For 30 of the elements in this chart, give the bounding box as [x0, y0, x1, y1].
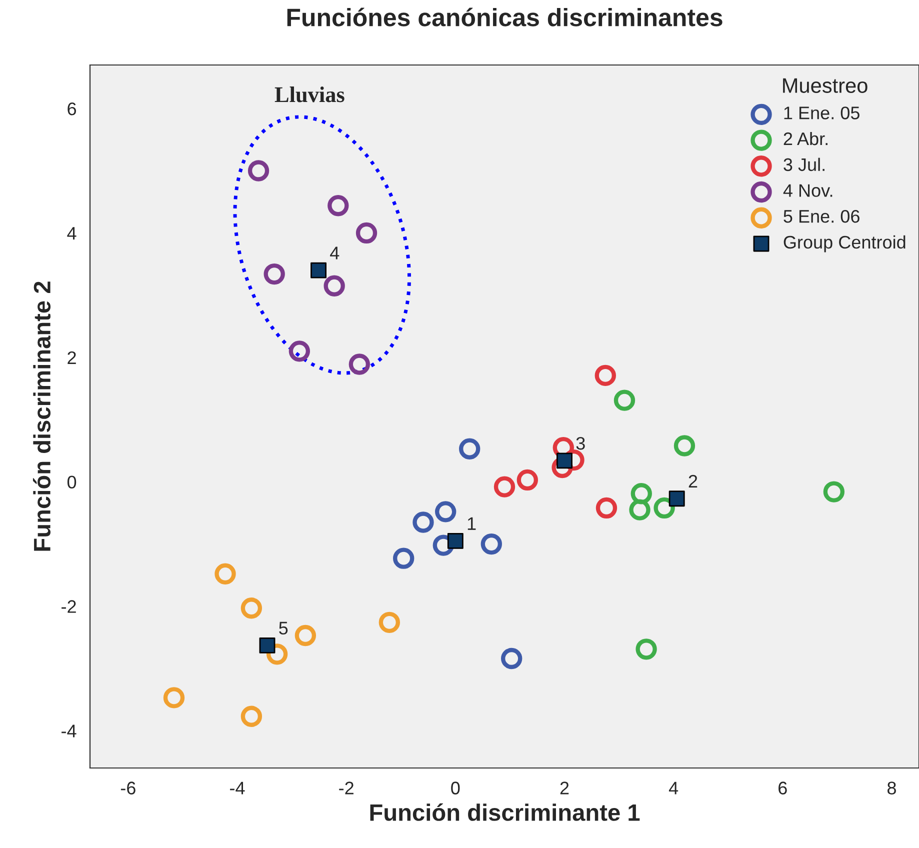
annotation: 4	[330, 246, 340, 260]
x-tick-label: -2	[339, 782, 354, 794]
annotation: 3	[576, 436, 585, 450]
y-tick-label: 6	[68, 102, 76, 116]
legend-label: 3 Jul.	[784, 158, 824, 172]
x-tick-label: -4	[230, 782, 245, 794]
annotation: 2	[688, 474, 698, 488]
x-tick-label: 2	[560, 782, 569, 794]
y-tick-label: 2	[68, 351, 76, 364]
annotation: Lluvias	[274, 86, 344, 102]
y-tick-label: 0	[67, 476, 76, 489]
legend-label: 4 Nov.	[783, 184, 832, 197]
y-axis-title: Función discriminante 2	[32, 282, 51, 551]
y-tick-label: 4	[67, 227, 76, 240]
legend-label: 5 Ene. 06	[784, 210, 860, 223]
y-tick-label: -4	[62, 724, 76, 738]
y-tick-label: -2	[62, 600, 76, 613]
x-tick-label: 0	[451, 782, 460, 794]
x-tick-label: -6	[120, 782, 136, 794]
x-axis-title: Función discriminante 1	[370, 803, 640, 821]
x-tick-label: 8	[887, 782, 896, 794]
legend-label: 2 Abr.	[784, 132, 828, 146]
x-tick-label: 6	[778, 782, 787, 794]
legend-label: 1 Ene. 05	[784, 106, 860, 120]
legend-label: Group Centroid	[784, 235, 906, 252]
legend-title: Muestreo	[783, 78, 868, 93]
x-tick-label: 4	[668, 782, 678, 794]
annotation: 5	[279, 622, 288, 635]
chart-title: Funciónes canónicas discriminantes	[287, 8, 722, 26]
annotation: 1	[468, 517, 476, 530]
